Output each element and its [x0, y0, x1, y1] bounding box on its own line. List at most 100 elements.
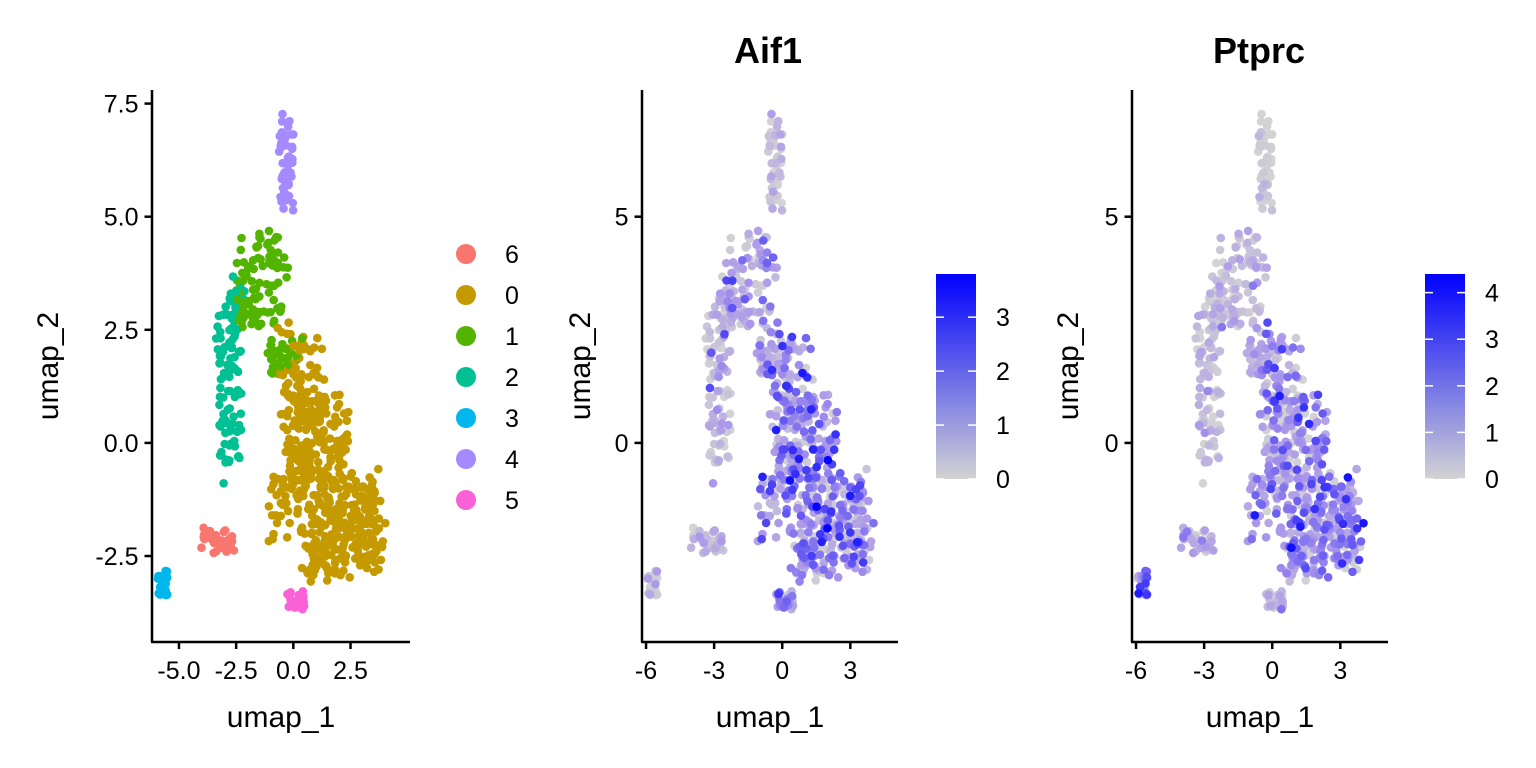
cell-point	[838, 541, 848, 550]
cell-point	[846, 528, 855, 537]
cell-point	[1287, 543, 1296, 552]
cell-point	[1299, 508, 1309, 517]
cell-point	[1348, 567, 1357, 577]
cell-point	[1200, 428, 1210, 438]
cell-point	[776, 142, 786, 152]
cell-point	[1194, 311, 1203, 321]
cell-point	[794, 454, 804, 464]
cell-point	[297, 599, 306, 608]
cell-point	[291, 363, 301, 373]
cell-point	[1204, 441, 1214, 450]
cell-point	[238, 268, 247, 278]
cell-point	[297, 334, 307, 343]
cell-point	[286, 329, 295, 339]
cell-point	[288, 421, 298, 430]
cell-point	[347, 513, 357, 522]
cell-point	[804, 473, 813, 483]
cell-point	[306, 405, 316, 414]
cell-point	[812, 493, 822, 502]
cell-point	[1276, 334, 1286, 343]
cell-point	[764, 131, 774, 141]
cell-point	[1333, 551, 1342, 561]
cell-point	[701, 547, 710, 556]
cell-point	[294, 407, 304, 416]
cell-point	[814, 434, 823, 443]
cell-point	[1281, 469, 1290, 479]
cell-point	[1354, 496, 1363, 506]
colorbar-tick-label: 0	[1485, 466, 1499, 494]
cell-point	[777, 206, 787, 215]
cell-point	[819, 412, 829, 422]
cell-point	[1205, 296, 1214, 306]
cell-point	[766, 302, 775, 311]
cell-point	[278, 409, 287, 419]
cell-point	[1243, 226, 1253, 236]
cell-point	[715, 354, 724, 363]
cell-point	[852, 537, 862, 547]
cell-point	[827, 540, 837, 549]
cell-point	[1319, 445, 1329, 455]
cell-point	[1261, 533, 1271, 542]
cell-point	[787, 332, 797, 342]
x-tick-label: -3	[1193, 657, 1215, 685]
cell-point	[1252, 474, 1262, 484]
cell-point	[216, 537, 226, 546]
cell-point	[1218, 313, 1228, 323]
cell-point	[277, 117, 287, 126]
colorbar-tick-label: 2	[996, 358, 1010, 386]
cell-point	[718, 322, 728, 331]
cell-point	[796, 511, 806, 520]
cell-point	[1250, 349, 1259, 359]
cell-point	[765, 410, 775, 419]
cell-point	[220, 526, 230, 535]
cell-point	[263, 240, 272, 249]
cell-point	[714, 456, 724, 465]
cell-point	[1270, 466, 1280, 476]
cell-point	[1243, 288, 1253, 297]
cell-point	[1251, 518, 1261, 528]
cell-point	[725, 289, 734, 298]
cell-point	[314, 465, 323, 475]
cell-point	[832, 407, 842, 417]
cell-point	[1260, 447, 1269, 457]
cell-point	[791, 387, 801, 397]
x-ticks: -6 -3 0 3	[1125, 642, 1347, 685]
cell-point	[806, 435, 815, 444]
cell-point	[862, 464, 871, 474]
legend-label: 3	[505, 405, 519, 433]
cell-point	[815, 530, 825, 539]
cell-point	[216, 374, 226, 384]
cell-point	[789, 529, 798, 538]
cell-point	[768, 253, 778, 262]
cell-point	[218, 416, 227, 426]
cell-point	[725, 245, 735, 255]
cell-point	[337, 448, 347, 457]
cell-point	[785, 476, 795, 485]
y-axis-title: umap_2	[32, 312, 65, 420]
cell-point	[708, 479, 718, 488]
cell-point	[225, 441, 234, 450]
cell-point	[1317, 475, 1326, 485]
cell-point	[287, 130, 296, 139]
cell-point	[1319, 535, 1328, 545]
cell-point	[1252, 304, 1261, 313]
cell-point	[725, 346, 735, 356]
cell-point	[1142, 590, 1152, 599]
cell-point	[315, 473, 325, 483]
cell-point	[705, 383, 715, 393]
cell-point	[715, 439, 725, 449]
cell-point	[643, 574, 653, 583]
cell-point	[256, 319, 266, 329]
cell-point	[1352, 514, 1362, 523]
cell-point	[849, 552, 859, 562]
cell-point	[808, 560, 818, 570]
cell-point	[1208, 309, 1218, 319]
legend-label: 5	[505, 487, 519, 515]
cell-point	[758, 472, 767, 482]
cell-point	[297, 523, 307, 532]
cell-point	[277, 174, 287, 184]
cell-point	[862, 514, 872, 523]
cell-point	[251, 294, 260, 304]
cell-point	[718, 315, 728, 324]
